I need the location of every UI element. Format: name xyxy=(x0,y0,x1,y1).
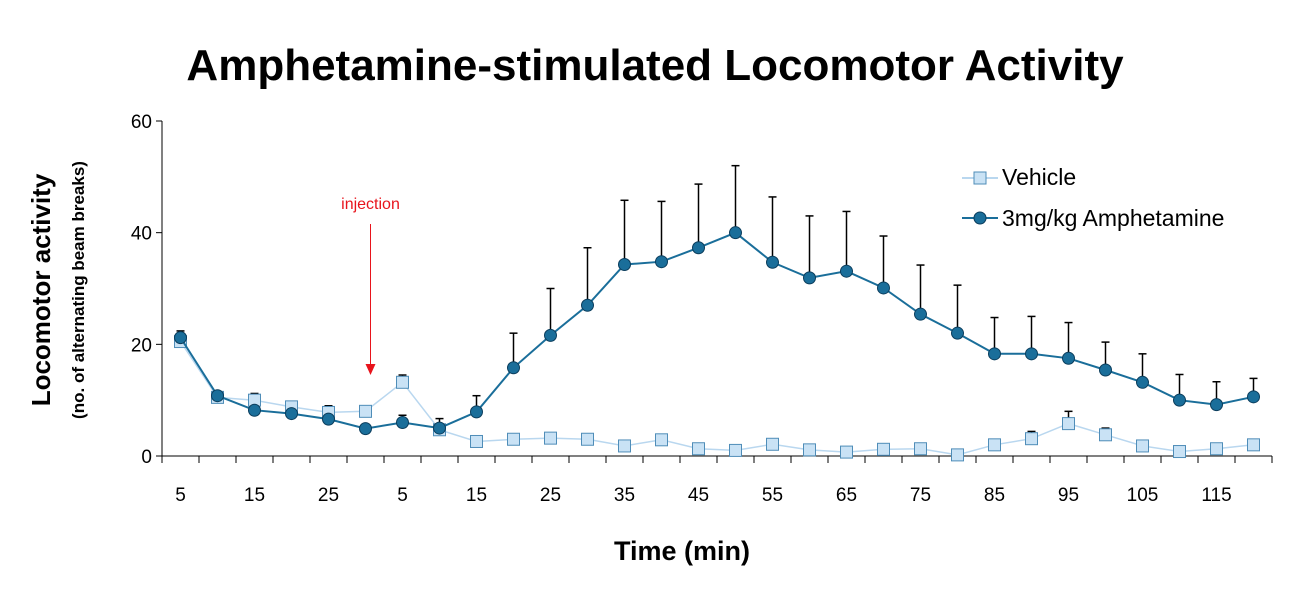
y-tick-label: 40 xyxy=(131,224,152,245)
data-point-amphetamine xyxy=(470,405,483,419)
y-tick-label: 0 xyxy=(141,447,152,468)
data-point-vehicle xyxy=(359,404,372,418)
data-point-vehicle xyxy=(840,445,853,459)
x-tick-label: 75 xyxy=(910,485,931,506)
injection-annotation: injection xyxy=(341,196,400,213)
series-amphetamine xyxy=(174,164,1260,436)
legend-item-amphetamine: 3mg/kg Amphetamine xyxy=(962,205,1224,231)
legend-marker-vehicle xyxy=(973,171,987,185)
data-point-vehicle xyxy=(655,433,668,447)
data-point-vehicle xyxy=(470,434,483,448)
series-line-vehicle xyxy=(179,341,1254,456)
data-point-amphetamine xyxy=(1099,363,1112,377)
series-line-amphetamine xyxy=(179,231,1254,430)
data-point-amphetamine xyxy=(1247,390,1260,404)
legend: Vehicle 3mg/kg Amphetamine xyxy=(962,164,1224,231)
data-point-amphetamine xyxy=(766,255,779,269)
y-tick-label: 20 xyxy=(131,335,152,356)
data-point-vehicle xyxy=(396,375,409,389)
data-point-amphetamine xyxy=(655,255,668,269)
data-point-vehicle xyxy=(618,439,631,453)
x-tick-label: 15 xyxy=(244,485,265,506)
data-point-vehicle xyxy=(1210,442,1223,456)
data-point-vehicle xyxy=(692,442,705,456)
data-point-amphetamine xyxy=(692,241,705,255)
y-axis-sublabel: (no. of alternating beam breaks) xyxy=(69,161,88,419)
x-tick-labels: 5 15 25 5 15 25 35 45 55 65 75 85 95 105 115 xyxy=(175,485,1231,506)
data-point-amphetamine xyxy=(1062,351,1075,365)
data-point-amphetamine xyxy=(1173,393,1186,407)
data-point-vehicle xyxy=(803,443,816,457)
legend-marker-amphetamine xyxy=(973,211,987,225)
series-vehicle xyxy=(174,332,1260,462)
data-point-amphetamine xyxy=(322,412,335,426)
x-tick-label: 105 xyxy=(1127,485,1159,506)
data-point-vehicle xyxy=(877,442,890,456)
data-point-amphetamine xyxy=(1136,375,1149,389)
data-point-amphetamine xyxy=(507,361,520,375)
data-point-vehicle xyxy=(1173,445,1186,459)
x-tick-label: 45 xyxy=(688,485,709,506)
data-point-vehicle xyxy=(914,442,927,456)
y-axis-title: Locomotor activity (no. of alternating b… xyxy=(26,161,88,419)
data-point-vehicle xyxy=(1062,417,1075,431)
chart-title: Amphetamine-stimulated Locomotor Activit… xyxy=(186,41,1124,90)
x-tick-label: 5 xyxy=(397,485,408,506)
data-point-vehicle xyxy=(1247,438,1260,452)
data-point-amphetamine xyxy=(544,328,557,342)
x-tick-label: 55 xyxy=(762,485,783,506)
data-point-amphetamine xyxy=(248,403,261,417)
data-point-amphetamine xyxy=(729,226,742,240)
data-point-vehicle xyxy=(729,443,742,457)
x-tick-label: 5 xyxy=(175,485,186,506)
data-point-vehicle xyxy=(1099,428,1112,442)
data-point-amphetamine xyxy=(951,326,964,340)
axes xyxy=(156,120,1273,463)
data-point-amphetamine xyxy=(285,407,298,421)
x-tick-label: 115 xyxy=(1201,485,1231,506)
x-tick-label: 85 xyxy=(984,485,1005,506)
data-point-amphetamine xyxy=(618,257,631,271)
data-point-amphetamine xyxy=(803,271,816,285)
x-tick-label: 25 xyxy=(318,485,339,506)
data-point-amphetamine xyxy=(1210,398,1223,412)
x-tick-label: 35 xyxy=(614,485,635,506)
injection-arrow-head xyxy=(365,364,376,375)
x-tick-label: 65 xyxy=(836,485,857,506)
data-point-vehicle xyxy=(951,448,964,462)
y-axis-label: Locomotor activity xyxy=(26,173,56,406)
legend-item-vehicle: Vehicle xyxy=(962,164,1076,190)
y-tick-labels: 0 20 40 60 xyxy=(131,112,152,468)
y-tick-label: 60 xyxy=(131,112,152,133)
data-point-vehicle xyxy=(988,438,1001,452)
series-layer xyxy=(174,164,1260,462)
legend-label-amphetamine: 3mg/kg Amphetamine xyxy=(1002,205,1224,231)
annotation: injection xyxy=(341,196,400,375)
x-tick-label: 15 xyxy=(466,485,487,506)
data-point-amphetamine xyxy=(433,421,446,435)
x-tick-label: 95 xyxy=(1058,485,1079,506)
data-point-amphetamine xyxy=(396,416,409,429)
data-point-amphetamine xyxy=(1025,347,1038,361)
data-point-amphetamine xyxy=(840,264,853,278)
data-point-vehicle xyxy=(1025,432,1038,446)
data-point-vehicle xyxy=(507,432,520,446)
data-point-amphetamine xyxy=(174,331,187,345)
data-point-amphetamine xyxy=(914,307,927,321)
data-point-amphetamine xyxy=(988,347,1001,361)
data-point-amphetamine xyxy=(359,422,372,436)
data-point-amphetamine xyxy=(877,281,890,295)
x-tick-label: 25 xyxy=(540,485,561,506)
data-point-vehicle xyxy=(544,431,557,445)
x-axis-label: Time (min) xyxy=(614,536,750,566)
data-point-vehicle xyxy=(581,432,594,446)
data-point-amphetamine xyxy=(581,298,594,312)
data-point-amphetamine xyxy=(211,389,224,403)
legend-label-vehicle: Vehicle xyxy=(1002,164,1076,190)
data-point-vehicle xyxy=(766,437,779,451)
data-point-vehicle xyxy=(1136,439,1149,453)
